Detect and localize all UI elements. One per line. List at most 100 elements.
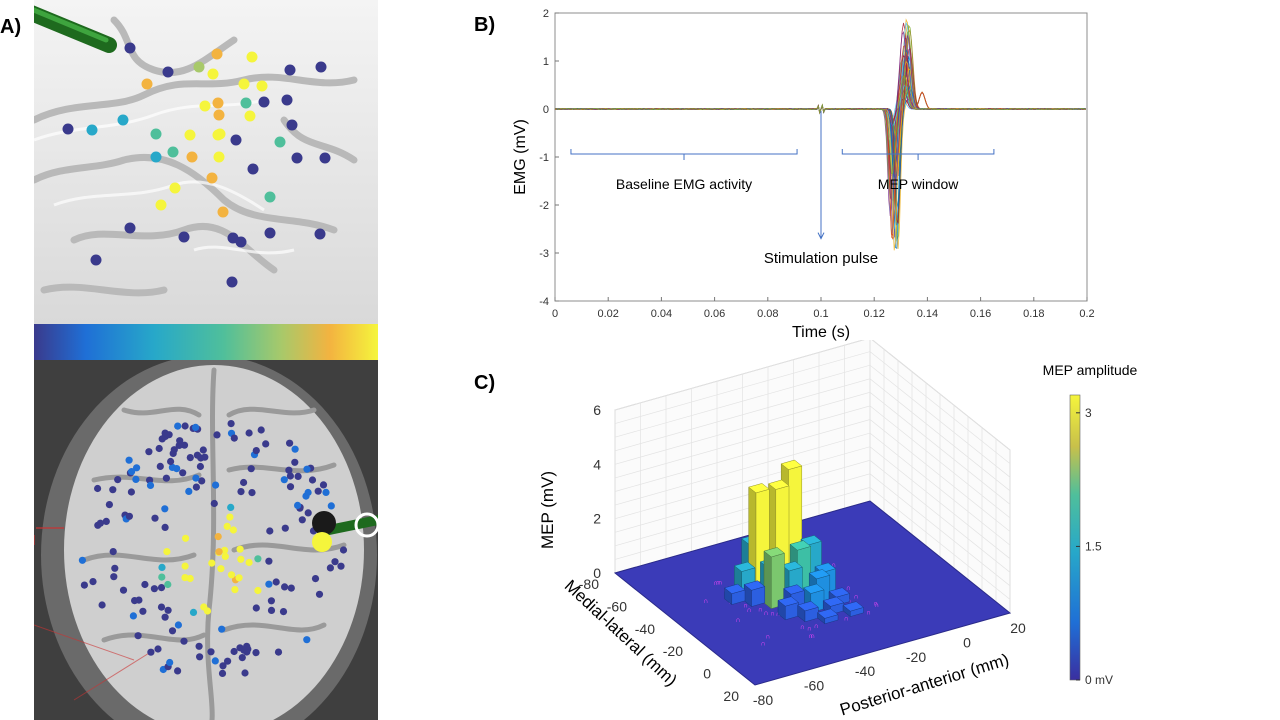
stimulation-point bbox=[315, 61, 327, 73]
floor-marker: ∩ bbox=[831, 562, 836, 569]
panel-b-label: B) bbox=[474, 14, 496, 36]
grid-stimulation-point bbox=[161, 613, 169, 621]
floor-marker: ∩ bbox=[808, 633, 813, 640]
grid-stimulation-point bbox=[252, 604, 260, 612]
floor-marker: ∩ bbox=[770, 610, 775, 617]
grid-stimulation-point bbox=[133, 464, 141, 472]
grid-stimulation-point bbox=[168, 627, 177, 635]
grid-stimulation-point bbox=[181, 422, 189, 430]
stimulation-point bbox=[150, 128, 162, 140]
stimulation-point bbox=[230, 134, 242, 146]
grid-stimulation-point bbox=[156, 462, 164, 470]
emg-x-tick-label: 0.06 bbox=[704, 308, 725, 320]
x-tick-label: -80 bbox=[579, 576, 599, 592]
mep-bar bbox=[777, 596, 800, 621]
grid-stimulation-point bbox=[110, 573, 118, 581]
grid-stimulation-point bbox=[199, 446, 207, 454]
mep-bar-top bbox=[783, 584, 805, 595]
coil-marker-black bbox=[312, 511, 336, 535]
emg-x-tick-label: 0.14 bbox=[917, 308, 938, 320]
emg-x-tick-label: 0 bbox=[552, 308, 558, 320]
grid-stimulation-point bbox=[200, 603, 208, 611]
grid-line bbox=[614, 432, 1011, 546]
grid-stimulation-point bbox=[229, 526, 237, 534]
emg-y-tick-label: 2 bbox=[543, 8, 549, 20]
x-tick-label: -20 bbox=[663, 643, 683, 659]
grid-stimulation-point bbox=[193, 451, 201, 459]
stimulation-point bbox=[235, 236, 247, 248]
emg-y-tick-label: -3 bbox=[539, 248, 549, 260]
grid-stimulation-point bbox=[224, 657, 232, 665]
grid-stimulation-point bbox=[245, 558, 253, 567]
mep-bar-top bbox=[828, 587, 851, 598]
tms-coil-handle-highlight bbox=[34, 7, 109, 43]
mep-bar-top bbox=[802, 583, 825, 594]
grid-stimulation-point bbox=[287, 584, 295, 592]
grid-stimulation-point bbox=[119, 586, 128, 594]
stimulation-point bbox=[186, 151, 198, 163]
grid-stimulation-point bbox=[161, 505, 169, 513]
stimulation-point bbox=[178, 231, 190, 243]
grid-line bbox=[614, 473, 1011, 587]
x-tick-label: -40 bbox=[635, 621, 655, 637]
floor-marker: ∩ bbox=[844, 616, 849, 623]
floor-marker: ∩ bbox=[716, 580, 721, 587]
grid-line bbox=[614, 405, 1011, 519]
grid-stimulation-point bbox=[109, 486, 117, 494]
grid-stimulation-point bbox=[230, 647, 238, 656]
grid-stimulation-point bbox=[164, 580, 172, 589]
grid-stimulation-point bbox=[165, 431, 173, 439]
grid-stimulation-point bbox=[134, 632, 142, 640]
grid-stimulation-point bbox=[217, 565, 225, 573]
emg-x-ticks: 0 0.02 0.04 0.06 0.08 0.1 0.12 0.14 0.16 0.18 0.2 bbox=[552, 297, 1095, 320]
grid-stimulation-point bbox=[208, 559, 216, 567]
y-tick-label: -40 bbox=[855, 663, 875, 679]
y-tick-label: -80 bbox=[753, 692, 773, 708]
stimulation-point bbox=[246, 51, 258, 63]
floor-marker: ∩ bbox=[814, 623, 819, 630]
grid-stimulation-point bbox=[235, 574, 243, 582]
stimulation-point bbox=[247, 163, 259, 175]
grid-stimulation-point bbox=[247, 465, 255, 473]
mep-bar-top bbox=[781, 561, 803, 572]
mep-bar-top bbox=[763, 547, 786, 558]
stimulation-point bbox=[117, 114, 129, 126]
stimulation-points-grid bbox=[78, 420, 348, 677]
grid-stimulation-point bbox=[218, 669, 227, 677]
x-tick-label: -60 bbox=[607, 598, 627, 614]
grid-stimulation-point bbox=[294, 501, 302, 509]
floor-marker: ∩ bbox=[763, 610, 768, 617]
grid-stimulation-point bbox=[135, 596, 143, 604]
grid-stimulation-point bbox=[98, 601, 106, 609]
stimulation-point bbox=[240, 97, 252, 109]
mep-colorbar-ticks: 3 1.5 0 mV bbox=[1076, 406, 1113, 687]
grid-stimulation-point bbox=[157, 603, 166, 611]
emg-x-tick-label: 0.08 bbox=[757, 308, 778, 320]
grid-stimulation-point bbox=[257, 426, 265, 434]
grid-stimulation-point bbox=[237, 488, 245, 496]
mep-bar bbox=[797, 601, 819, 623]
stimulation-point bbox=[217, 206, 229, 218]
stimulation-point bbox=[319, 152, 331, 164]
mep-bar bbox=[842, 601, 865, 618]
stimulation-point bbox=[199, 100, 211, 112]
grid-stimulation-point bbox=[94, 484, 102, 493]
grid-stimulation-point bbox=[181, 562, 189, 570]
grid-stimulation-point bbox=[267, 597, 275, 605]
colorbar-tick-label: 0 mV bbox=[1085, 673, 1113, 687]
grid-stimulation-point bbox=[163, 548, 171, 556]
stimulation-point bbox=[141, 78, 153, 90]
grid-stimulation-point bbox=[158, 563, 166, 571]
grid-stimulation-point bbox=[162, 474, 170, 482]
mep-bar-top bbox=[789, 540, 812, 551]
stimulation-point bbox=[193, 61, 205, 73]
grid-stimulation-point bbox=[129, 612, 137, 620]
emg-y-axis-label: EMG (mV) bbox=[512, 119, 529, 195]
emg-x-tick-label: 0.16 bbox=[970, 308, 991, 320]
mep-bar bbox=[816, 608, 839, 625]
brain-surface-background bbox=[34, 0, 378, 324]
stimulation-annotation: Stimulation pulse bbox=[764, 250, 878, 267]
grid-stimulation-point bbox=[265, 557, 273, 565]
mep-bar-top bbox=[842, 601, 865, 612]
floor-marker: ∩ bbox=[703, 598, 708, 605]
